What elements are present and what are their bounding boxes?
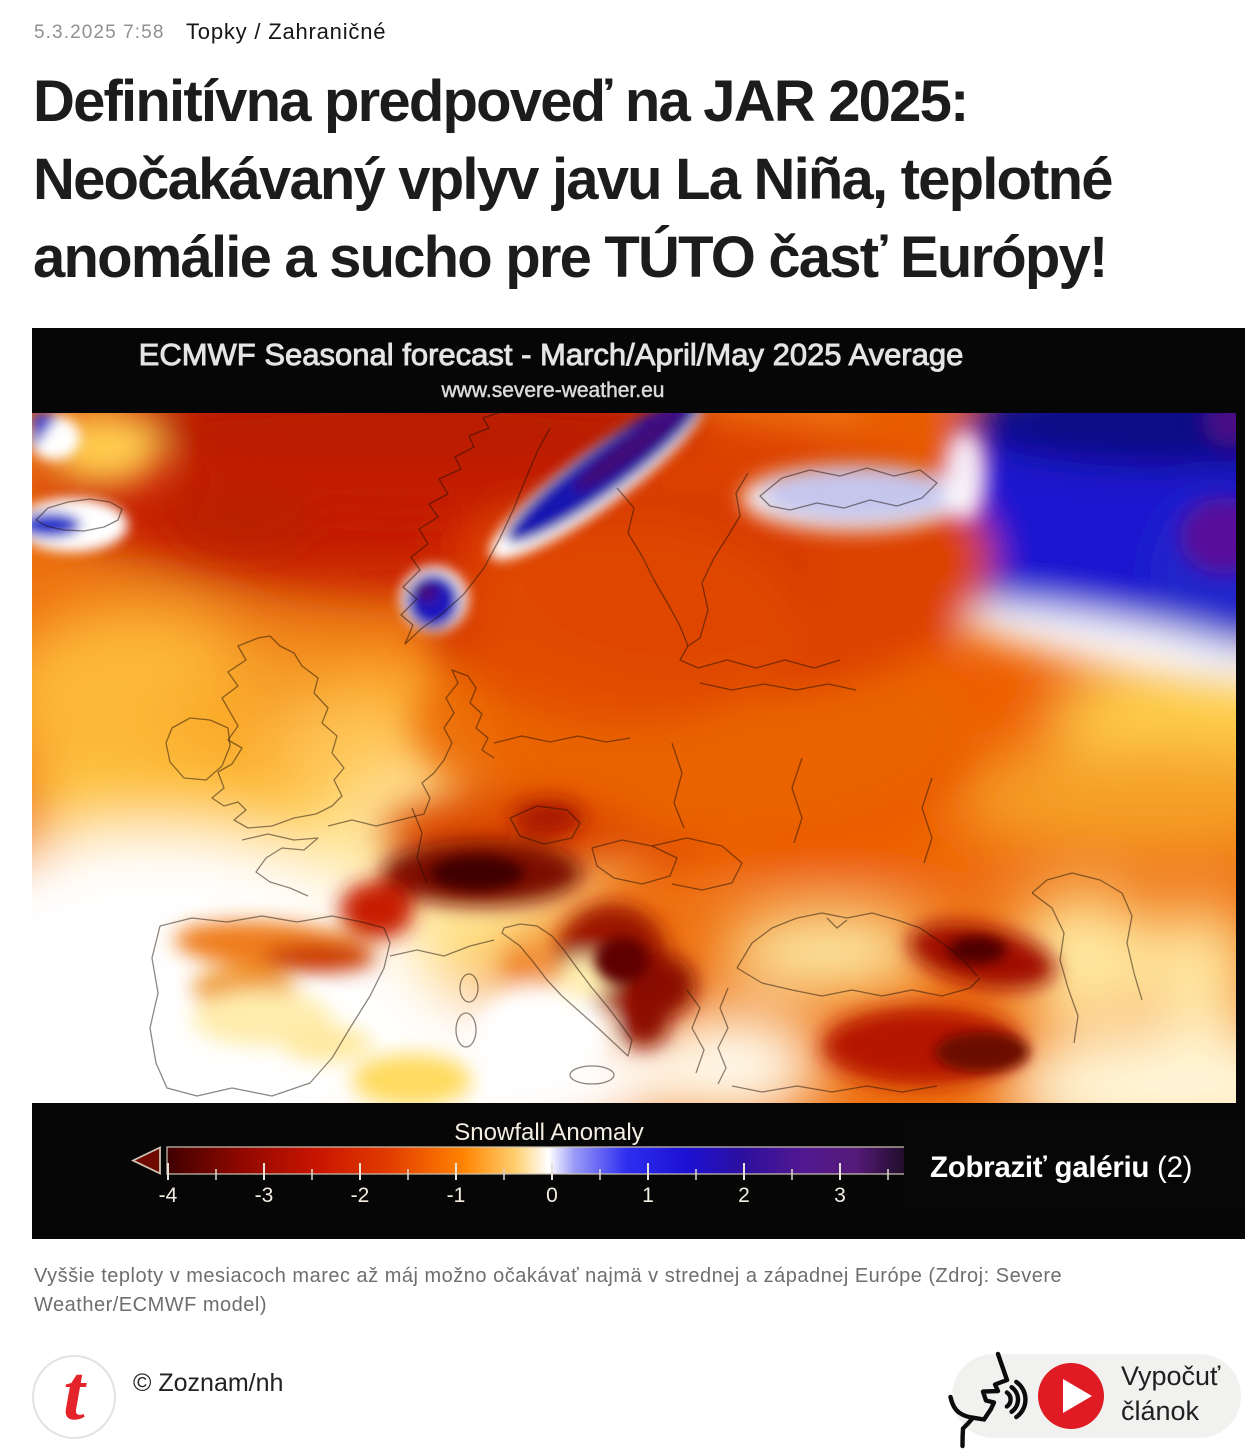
svg-text:www.severe-weather.eu: www.severe-weather.eu [441, 379, 665, 402]
svg-text:1: 1 [642, 1184, 654, 1207]
svg-text:-2: -2 [351, 1184, 370, 1207]
svg-text:ECMWF Seasonal forecast - Marc: ECMWF Seasonal forecast - March/April/Ma… [139, 337, 964, 372]
svg-text:-1: -1 [447, 1184, 466, 1207]
svg-text:2: 2 [738, 1184, 750, 1207]
svg-text:0: 0 [546, 1184, 558, 1207]
svg-text:Zobraziť galériu (2): Zobraziť galériu (2) [930, 1151, 1192, 1184]
svg-text:Snowfall Anomaly: Snowfall Anomaly [454, 1119, 643, 1146]
svg-text:-3: -3 [255, 1184, 274, 1207]
svg-text:3: 3 [834, 1184, 846, 1207]
svg-text:-4: -4 [159, 1184, 178, 1207]
